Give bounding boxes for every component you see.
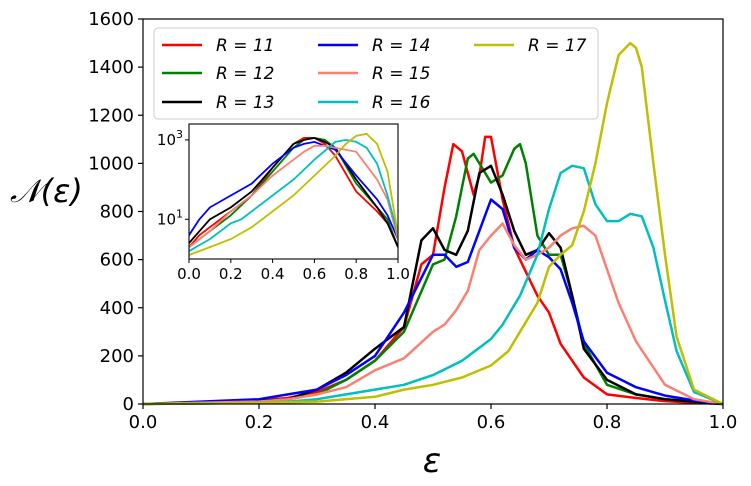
y-tick-label: 200 xyxy=(100,346,134,367)
inset-y-tick-label: 101 xyxy=(157,207,183,228)
inset-x-tick-label: 0.4 xyxy=(261,265,285,283)
inset-series-line-3 xyxy=(189,136,398,248)
inset-frame xyxy=(188,123,399,260)
inset-y-tick-label: 103 xyxy=(157,128,183,149)
y-tick-label: 400 xyxy=(100,298,134,319)
y-tick-label: 1000 xyxy=(88,153,134,174)
y-tick-label: 1600 xyxy=(88,9,134,30)
inset-x-tick-label: 1.0 xyxy=(386,265,410,283)
legend-entry-label: R = 11 xyxy=(216,36,275,56)
y-tick-label: 0 xyxy=(123,394,134,415)
inset-series-line-5 xyxy=(189,144,398,248)
inset-series-line-6 xyxy=(189,138,398,252)
x-tick-label: 0.6 xyxy=(477,412,506,433)
legend-entry-label: R = 14 xyxy=(372,36,431,56)
series-line-6 xyxy=(142,164,724,406)
y-tick-label: 1200 xyxy=(88,105,134,126)
x-tick-label: 1.0 xyxy=(709,412,738,433)
x-tick-label: 0.4 xyxy=(361,412,390,433)
y-tick-label: 600 xyxy=(100,250,134,271)
inset-series-line-1 xyxy=(189,137,398,248)
x-tick-label: 0.0 xyxy=(129,412,158,433)
series-line-5 xyxy=(142,222,724,406)
inset-x-tick-label: 0.8 xyxy=(344,265,368,283)
legend-entry-label: R = 13 xyxy=(216,93,275,113)
inset-series-line-7 xyxy=(189,132,398,256)
series-line-4 xyxy=(142,198,724,406)
legend-entry-label: R = 16 xyxy=(372,93,431,113)
y-tick-label: 1400 xyxy=(88,57,134,78)
legend-entry-label: R = 15 xyxy=(372,64,431,84)
legend: R = 11 R = 12 R = 13 R = 14 R = 15 R = 16 R = … xyxy=(153,27,599,120)
inset-x-tick-label: 0.0 xyxy=(177,265,201,283)
legend-entry-label: R = 17 xyxy=(528,36,587,56)
inset-x-tick-label: 0.6 xyxy=(302,265,326,283)
series-line-7 xyxy=(142,41,724,406)
legend-box xyxy=(153,27,599,120)
y-axis-label: 𝒩(ε) xyxy=(10,172,83,210)
x-tick-label: 0.2 xyxy=(245,412,274,433)
legend-entry-label: R = 12 xyxy=(216,64,275,84)
inset-x-tick-label: 0.2 xyxy=(219,265,243,283)
main-plot: 0.0 0.2 0.4 0.6 0.8 1.0 0 200 400 600 800 1000 1200 1… xyxy=(88,9,737,433)
y-tick-label: 800 xyxy=(100,202,134,223)
inset-series-line-4 xyxy=(189,140,398,240)
x-tick-label: 0.8 xyxy=(593,412,622,433)
inset-plot: 0.0 0.2 0.4 0.6 0.8 1.0 101 103 xyxy=(157,123,410,283)
x-axis-label: ε xyxy=(423,441,441,481)
